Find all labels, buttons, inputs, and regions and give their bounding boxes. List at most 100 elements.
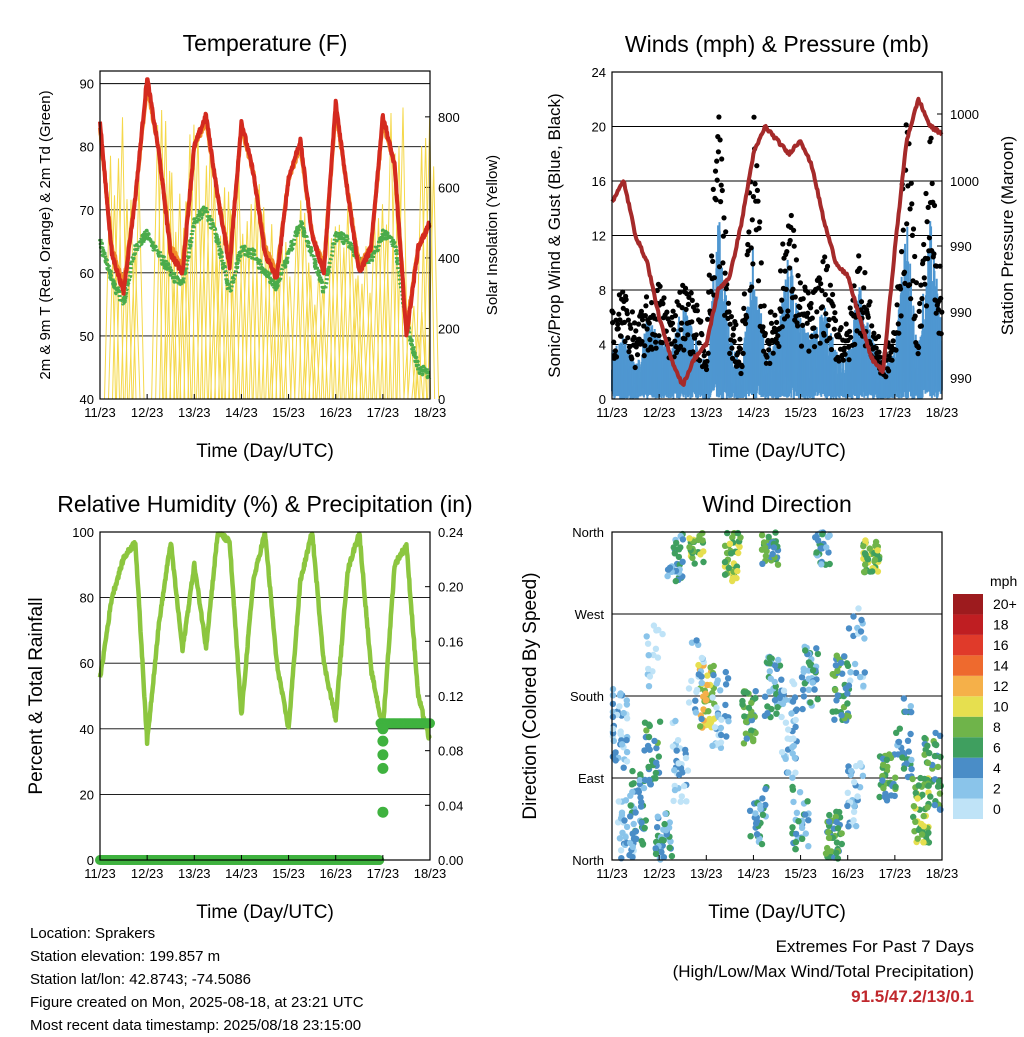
wind-direction-point	[668, 852, 676, 860]
wind-direction-point	[905, 748, 912, 755]
wind-gust-point	[641, 323, 647, 329]
wind-direction-point	[729, 534, 736, 541]
x-tick-label: 13/23	[178, 866, 211, 881]
wind-direction-point	[924, 804, 931, 811]
wind-direction-point	[645, 721, 653, 728]
wind-direction-point	[735, 549, 742, 557]
wind-gust-point	[865, 314, 871, 320]
wind-direction-point	[722, 681, 730, 688]
solar-insolation-trace	[337, 247, 350, 400]
wind-direction-point	[718, 716, 725, 723]
solar-insolation-trace	[396, 107, 409, 400]
wind-direction-point	[620, 764, 627, 771]
wind-gust-point	[924, 219, 930, 225]
wind-gust-point	[827, 335, 833, 341]
wind-direction-point	[834, 825, 842, 832]
wind-direction-point	[743, 735, 750, 742]
colorbar-swatch	[953, 716, 983, 738]
wind-direction-point	[779, 700, 787, 708]
wind-direction-point	[697, 723, 704, 730]
wind-gust-point	[832, 310, 838, 316]
wind-direction-point	[685, 699, 693, 706]
wind-direction-point	[858, 616, 865, 624]
wind-gust-point	[719, 156, 725, 162]
wind-gust-point	[728, 314, 735, 320]
wind-gust-point	[701, 353, 707, 359]
wind-direction-point	[934, 763, 942, 771]
wind-direction-point	[623, 701, 631, 708]
wind-direction-point	[743, 689, 751, 696]
wind-direction-point	[861, 669, 868, 676]
wind-gust-point	[758, 260, 764, 266]
colorbar-label: 2	[993, 780, 1001, 796]
y-tick-label: 90	[80, 77, 94, 92]
wind-direction-point	[645, 763, 652, 771]
y2-tick-label: 0.04	[438, 798, 463, 813]
wind-gust-point	[727, 350, 733, 356]
wind-gust-point	[742, 321, 749, 327]
y2-tick-label: 200	[438, 321, 460, 336]
wind-gust-point	[755, 278, 762, 284]
wind-direction-point	[644, 640, 652, 647]
wind-gust-point	[613, 317, 619, 323]
wind-gust-point	[931, 202, 938, 209]
wind-gust-point	[671, 327, 677, 333]
wind-direction-point	[857, 762, 864, 769]
wind-direction-point	[643, 633, 650, 640]
wind-direction-point	[646, 673, 654, 680]
wind-direction-point	[618, 809, 626, 816]
wind-direction-point	[623, 715, 631, 722]
wind-direction-point	[658, 848, 665, 856]
wind-direction-point	[746, 807, 754, 814]
wind-direction-point	[695, 671, 702, 678]
wind-direction-point	[904, 737, 912, 744]
wind-gust-point	[685, 332, 691, 338]
wind-gust-point	[895, 321, 901, 327]
wind-direction-point	[658, 836, 666, 843]
wind-gust-point	[788, 212, 794, 219]
wind-direction-point	[910, 803, 918, 810]
wind-direction-point	[926, 749, 933, 757]
wind-direction-point	[747, 712, 754, 719]
wind-direction-point	[685, 685, 693, 692]
wind-direction-point	[750, 737, 757, 745]
wind-gust-point	[682, 285, 689, 291]
wind-gust-point	[649, 346, 655, 352]
wind-gust-point	[876, 349, 882, 355]
wind-direction-point	[832, 708, 840, 715]
wind-gust-point	[929, 180, 935, 187]
y2-tick-label: 0.12	[438, 689, 463, 704]
wind-gust-point	[624, 311, 630, 317]
wind-gust-point	[818, 281, 824, 287]
wind-gust-point	[712, 168, 719, 174]
wind-gust-point	[683, 306, 689, 312]
wind-gust-point	[762, 330, 768, 337]
wind-gust-point	[820, 259, 826, 265]
solar-insolation-trace	[173, 193, 186, 400]
wind-direction-point	[724, 675, 732, 682]
wind-gust-point	[848, 334, 854, 340]
wind-gust-point	[642, 343, 648, 349]
wind-direction-point	[884, 763, 891, 770]
wind-direction-point	[914, 835, 921, 842]
wind-gust-point	[896, 330, 902, 336]
wind-gust-point	[921, 275, 927, 281]
wind-direction-point	[626, 851, 633, 859]
wind-gust-point	[690, 349, 696, 355]
x-tick-label: 15/23	[784, 405, 817, 420]
wind-direction-point	[664, 572, 671, 580]
wind-gust-point	[778, 268, 784, 274]
wind-gust-point	[612, 348, 619, 354]
wind-direction-point	[908, 765, 915, 773]
wind-direction-point	[817, 545, 824, 552]
wind-direction-point	[869, 568, 876, 575]
wind-direction-point	[880, 784, 887, 792]
wind-gust-point	[811, 344, 818, 350]
wind-gust-point	[898, 313, 904, 319]
wind-gust-point	[689, 319, 695, 325]
wind-gust-point	[766, 341, 772, 347]
wind-gust-point	[899, 249, 905, 255]
wind-direction-point	[652, 850, 660, 858]
wind-gust-point	[726, 309, 732, 315]
wind-direction-point	[851, 779, 858, 786]
